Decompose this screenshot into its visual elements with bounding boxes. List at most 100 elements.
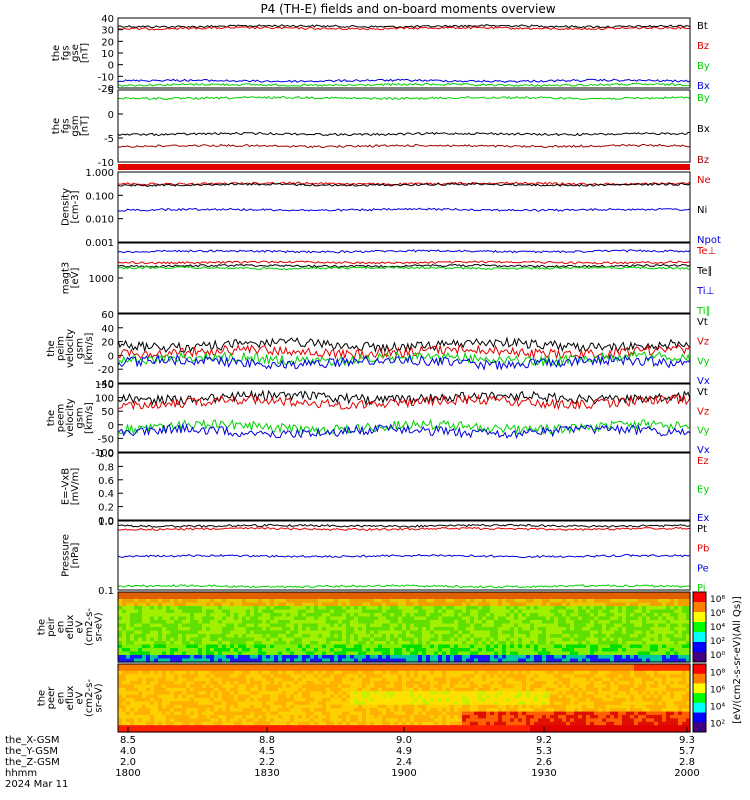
spectrogram-cell [338, 637, 343, 642]
spectrogram-cell [534, 634, 539, 639]
spectrogram-cell [654, 684, 659, 689]
spectrogram-cell [254, 694, 259, 699]
spectrogram-cell [638, 592, 643, 597]
spectrogram-cell [410, 648, 415, 653]
spectrogram-cell [366, 641, 371, 646]
spectrogram-cell [302, 599, 307, 604]
spectrogram-cell [518, 595, 523, 600]
spectrogram-cell [662, 694, 667, 699]
spectrogram-cell [586, 630, 591, 635]
spectrogram-cell [374, 634, 379, 639]
spectrogram-cell [662, 634, 667, 639]
spectrogram-cell [326, 616, 331, 621]
spectrogram-cell [594, 687, 599, 692]
spectrogram-cell [186, 609, 191, 614]
spectrogram-cell [658, 677, 663, 682]
spectrogram-cell [646, 644, 651, 649]
spectrogram-cell [598, 704, 603, 709]
spectrogram-cell [442, 684, 447, 689]
spectrogram-cell [630, 691, 635, 696]
spectrogram-cell [622, 684, 627, 689]
spectrogram-cell [266, 613, 271, 618]
spectrogram-cell [214, 708, 219, 713]
spectrogram-cell [218, 648, 223, 653]
spectrogram-cell [666, 691, 671, 696]
spectrogram-cell [526, 684, 531, 689]
spectrogram-cell [366, 602, 371, 607]
spectrogram-cell [378, 681, 383, 685]
spectrogram-cell [198, 613, 203, 618]
spectrogram-cell [190, 691, 195, 696]
spectrogram-cell [386, 613, 391, 618]
spectrogram-cell [302, 670, 307, 675]
spectrogram-cell [318, 599, 323, 604]
spectrogram-cell [226, 637, 231, 642]
spectrogram-cell [382, 698, 387, 702]
spectrogram-cell [394, 704, 399, 709]
spectrogram-cell [238, 641, 243, 646]
spectrogram-cell [622, 651, 627, 656]
spectrogram-cell [302, 667, 307, 672]
spectrogram-cell [370, 648, 375, 653]
spectrogram-cell [522, 677, 527, 682]
spectrogram-cell [170, 664, 175, 668]
spectrogram-cell [302, 687, 307, 692]
spectrogram-cell [458, 634, 463, 639]
spectrogram-cell [458, 592, 463, 597]
spectrogram-cell [534, 704, 539, 709]
spectrogram-cell [210, 687, 215, 692]
spectrogram-cell [206, 599, 211, 604]
spectrogram-cell [654, 627, 659, 632]
spectrogram-cell [242, 620, 247, 625]
spectrogram-cell [570, 609, 575, 614]
spectrogram-cell [366, 651, 371, 656]
spectrogram-cell [310, 670, 315, 675]
spectrogram-cell [562, 691, 567, 696]
spectrogram-cell [582, 592, 587, 597]
spectrogram-cell [166, 691, 171, 696]
spectrogram-cell [242, 708, 247, 713]
spectrogram-cell [278, 630, 283, 635]
spectrogram-cell [174, 684, 179, 689]
spectrogram-cell [282, 658, 287, 663]
spectrogram-cell [138, 684, 143, 689]
spectrogram-cell [278, 670, 283, 675]
spectrogram-cell [510, 616, 515, 621]
spectrogram-cell [642, 691, 647, 696]
spectrogram-cell [146, 616, 151, 621]
spectrogram-cell [322, 677, 327, 682]
spectrogram-cell [162, 655, 167, 660]
spectrogram-cell [382, 609, 387, 614]
spectrogram-cell [270, 698, 275, 702]
spectrogram-cell [622, 670, 627, 675]
spectrogram-cell [154, 592, 159, 597]
spectrogram-cell [354, 627, 359, 632]
spectrogram-cell [206, 648, 211, 653]
spectrogram-cell [414, 674, 419, 679]
spectrogram-cell [406, 623, 411, 628]
spectrogram-cell [162, 667, 167, 672]
spectrogram-cell [178, 674, 183, 679]
legend-Vt: Vt [697, 387, 708, 398]
spectrogram-cell [570, 637, 575, 642]
spectrogram-cell [482, 620, 487, 625]
spectrogram-cell [374, 651, 379, 656]
spectrogram-cell [198, 641, 203, 646]
spectrogram-cell [126, 637, 131, 642]
spectrogram-cell [290, 602, 295, 607]
spectrogram-cell [594, 641, 599, 646]
spectrogram-cell [146, 595, 151, 600]
spectrogram-cell [530, 694, 535, 699]
spectrogram-cell [346, 592, 351, 597]
spectrogram-cell [206, 606, 211, 611]
spectrogram-cell [566, 674, 571, 679]
legend-Vy: Vy [697, 356, 710, 367]
spectrogram-cell [170, 595, 175, 600]
spectrogram-cell [134, 606, 139, 611]
spectrogram-cell [198, 681, 203, 685]
spectrogram-cell [338, 708, 343, 713]
spectrogram-cell [458, 651, 463, 656]
spectrogram-cell [498, 670, 503, 675]
spectrogram-cell [342, 704, 347, 709]
spectrogram-cell [310, 595, 315, 600]
